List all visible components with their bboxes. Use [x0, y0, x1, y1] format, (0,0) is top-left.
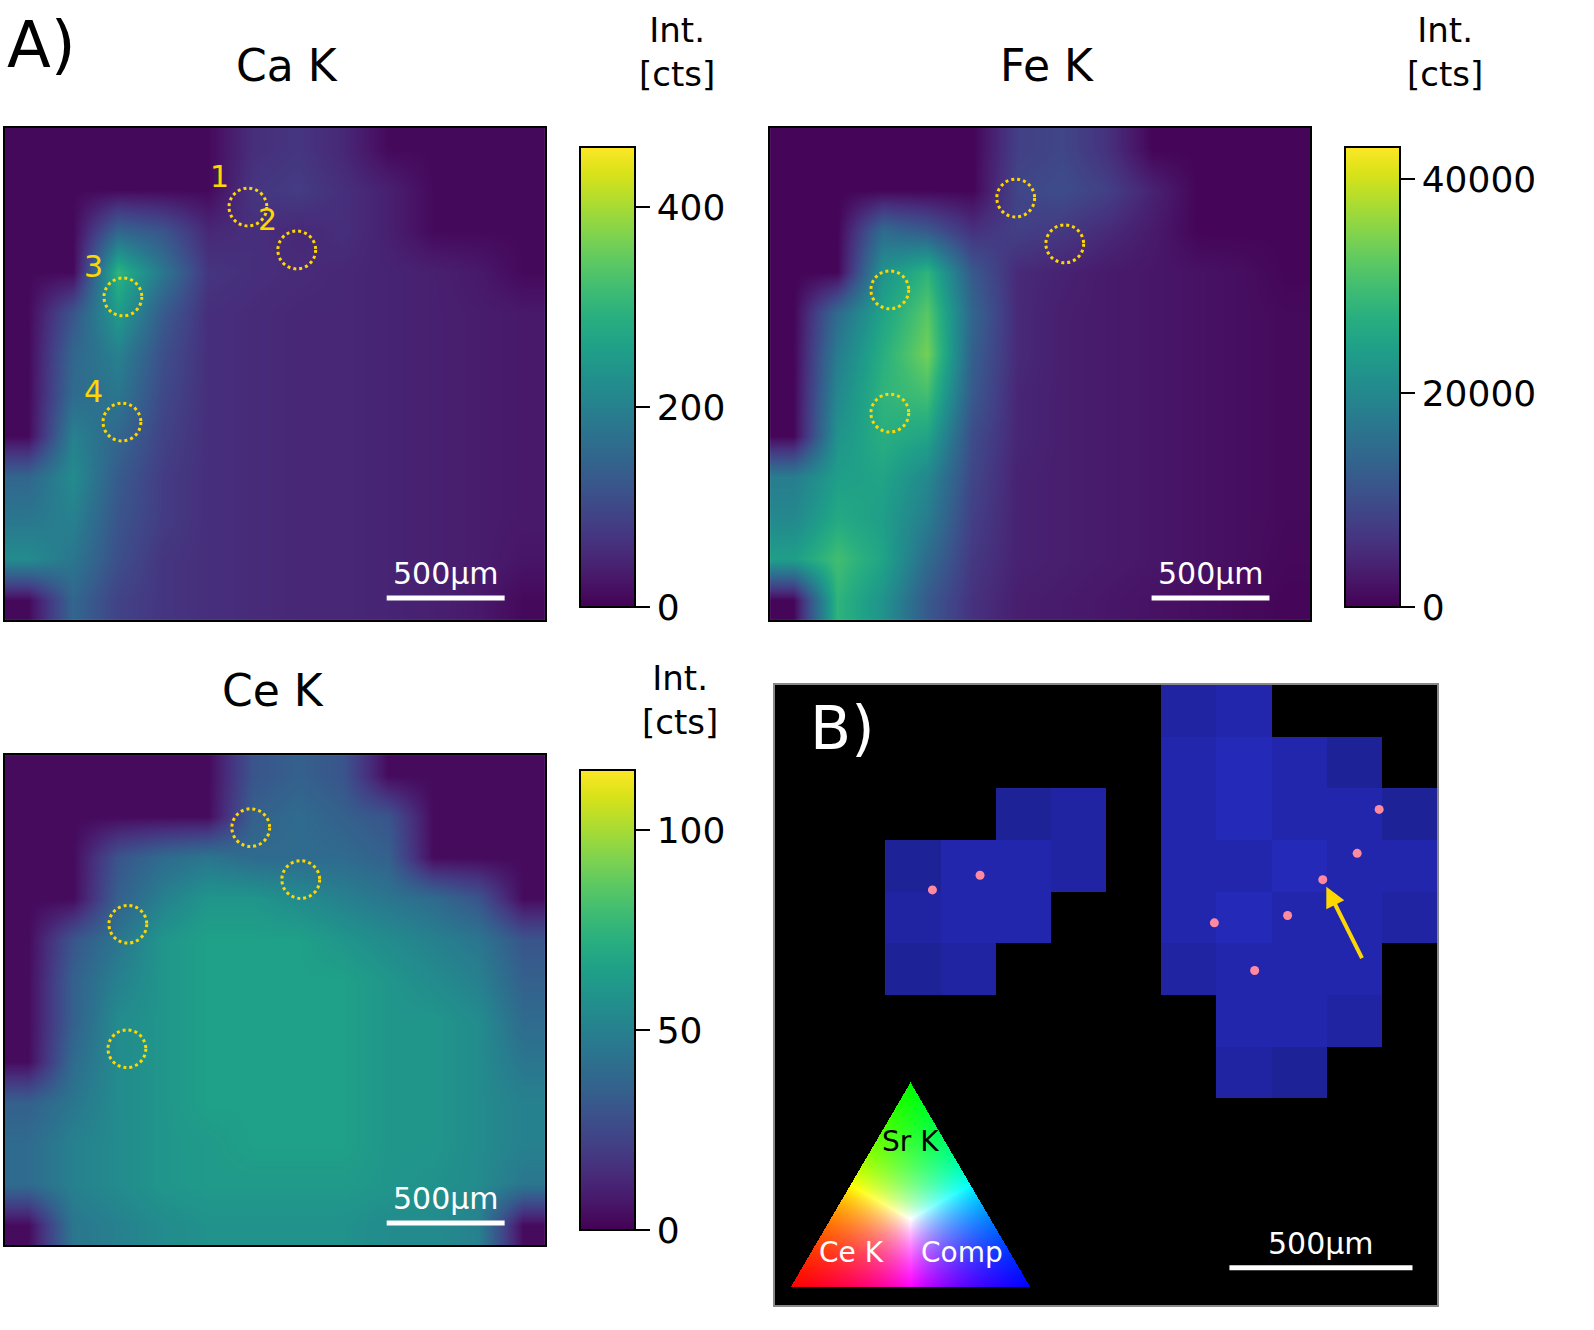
- svg-text:0: 0: [657, 1210, 680, 1251]
- svg-text:100: 100: [657, 810, 726, 851]
- svg-text:Sr K: Sr K: [882, 1125, 939, 1158]
- svg-text:2: 2: [258, 202, 277, 237]
- svg-text:Ca K: Ca K: [236, 40, 338, 91]
- svg-text:Int.[cts]: Int.[cts]: [639, 10, 715, 94]
- svg-text:500µm: 500µm: [1268, 1226, 1374, 1261]
- svg-text:1: 1: [210, 159, 229, 194]
- svg-text:500µm: 500µm: [1158, 556, 1264, 591]
- svg-text:500µm: 500µm: [393, 1181, 499, 1216]
- svg-text:0: 0: [1422, 587, 1445, 628]
- svg-text:200: 200: [657, 387, 726, 428]
- svg-text:Int.[cts]: Int.[cts]: [642, 658, 718, 742]
- svg-text:50: 50: [657, 1010, 703, 1051]
- svg-text:400: 400: [657, 187, 726, 228]
- svg-text:Int.[cts]: Int.[cts]: [1407, 10, 1483, 94]
- svg-text:A): A): [7, 8, 76, 82]
- svg-text:500µm: 500µm: [393, 556, 499, 591]
- svg-text:40000: 40000: [1422, 159, 1537, 200]
- svg-text:Fe K: Fe K: [1000, 40, 1094, 91]
- svg-text:B): B): [810, 693, 875, 763]
- svg-text:Ce K: Ce K: [819, 1236, 884, 1269]
- svg-text:20000: 20000: [1422, 373, 1537, 414]
- svg-text:4: 4: [84, 374, 103, 409]
- svg-text:3: 3: [84, 249, 103, 284]
- svg-text:0: 0: [657, 587, 680, 628]
- svg-text:Ce K: Ce K: [222, 665, 324, 716]
- svg-text:Comp: Comp: [921, 1236, 1003, 1269]
